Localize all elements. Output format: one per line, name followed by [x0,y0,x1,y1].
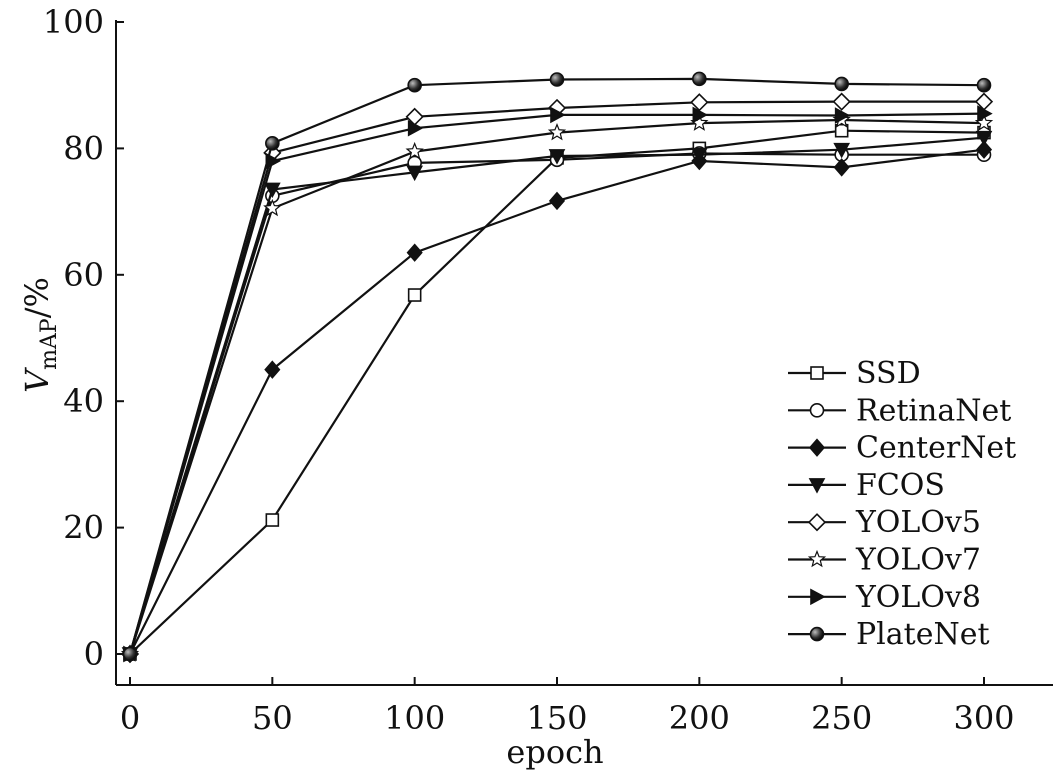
data-point-fcos [263,182,281,199]
data-point-ssd [834,123,849,138]
legend-marker-ssd [810,366,824,380]
x-tick-label: 200 [669,699,730,737]
data-point-platenet [692,71,707,87]
data-point-platenet [407,77,422,93]
legend-item-yolov8: YOLOv8 [788,580,981,615]
legend-marker-yolov8 [810,588,826,606]
legend-label: CenterNet [856,431,1016,466]
data-point-platenet [122,646,138,662]
legend-marker-retinanet [809,402,825,418]
data-point-ssd [407,288,422,302]
y-axis-label-subscript: mAP [37,318,62,370]
legend-item-yolov5: YOLOv5 [788,505,981,540]
data-point-yolov8 [407,119,424,137]
x-tick-label: 300 [953,699,1014,737]
legend: SSDRetinaNetCenterNetFCOSYOLOv5YOLOv7YOL… [788,356,1016,652]
series-centernet [121,140,993,664]
y-tick-label: 80 [63,129,104,167]
legend-marker-centernet [808,438,826,457]
data-point-ssd [265,513,280,527]
series-fcos [121,130,993,663]
x-tick-label: 0 [120,699,140,737]
legend-marker-yolov7 [807,549,827,568]
legend-item-centernet: CenterNet [788,431,1016,466]
data-point-centernet [548,191,566,211]
data-point-platenet [834,76,849,92]
data-point-yolov7 [547,122,567,141]
y-tick-label: 100 [43,3,104,41]
x-tick-label: 50 [252,699,293,737]
data-point-fcos [548,149,566,165]
legend-label: SSD [856,356,921,391]
legend-label: FCOS [856,468,945,503]
legend-label: RetinaNet [856,393,1011,428]
data-point-platenet [549,72,565,87]
data-point-platenet [265,136,280,151]
x-axis-label: epoch [506,733,603,771]
series-platenet [122,71,992,662]
legend-item-platenet: PlateNet [788,617,990,652]
x-tick-label: 100 [384,699,445,737]
data-point-centernet [975,140,993,159]
legend-marker-platenet [809,626,825,642]
series-group [120,71,994,664]
legend-label: YOLOv5 [855,505,981,540]
x-ticks: 0 50 100 150 200 250 300 [120,677,1015,737]
data-point-yolov7 [405,141,424,160]
data-point-yolov8 [692,106,709,124]
data-point-platenet [976,77,992,93]
data-point-yolov8 [550,106,566,124]
data-point-fcos [690,147,708,164]
y-axis-label-main: V [18,367,56,393]
data-point-centernet [833,158,850,177]
legend-label: YOLOv7 [855,543,981,578]
data-point-fcos [406,165,424,182]
x-tick-label: 250 [811,699,872,737]
y-tick-label: 20 [63,509,104,547]
data-point-yolov7 [263,198,282,217]
legend-item-fcos: FCOS [788,468,945,503]
data-point-centernet [264,360,281,379]
x-tick-label: 150 [526,699,587,737]
legend-label: YOLOv8 [855,580,981,615]
y-ticks: 0 20 40 60 80 100 [43,3,124,673]
legend-marker-yolov5 [807,513,827,532]
legend-marker-fcos [808,478,826,494]
y-axis-label-suffix: /% [18,277,56,318]
legend-item-ssd: SSD [788,356,921,391]
data-point-yolov8 [834,107,851,124]
legend-label: PlateNet [856,617,990,652]
y-tick-label: 0 [84,635,104,673]
data-point-fcos [833,142,851,159]
data-point-yolov5 [832,92,851,111]
legend-item-yolov7: YOLOv7 [788,543,981,578]
data-point-fcos [975,130,993,147]
y-axis-label: VmAP/% [18,277,62,393]
y-tick-label: 60 [63,256,104,294]
data-point-centernet [406,243,423,262]
legend-item-retinanet: RetinaNet [788,393,1011,428]
data-point-yolov8 [977,105,993,122]
y-tick-label: 40 [63,382,104,420]
